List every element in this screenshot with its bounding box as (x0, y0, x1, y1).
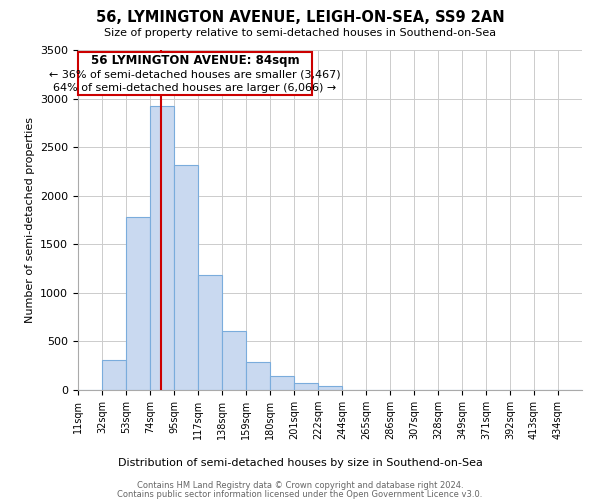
Bar (126, 217, 150, 390)
Text: 56 LYMINGTON AVENUE: 84sqm: 56 LYMINGTON AVENUE: 84sqm (91, 54, 299, 67)
Text: Contains public sector information licensed under the Open Government Licence v3: Contains public sector information licen… (118, 490, 482, 499)
Bar (294, 383, 318, 390)
Text: Distribution of semi-detached houses by size in Southend-on-Sea: Distribution of semi-detached houses by … (118, 458, 482, 468)
Bar (150, 106, 174, 390)
Text: Size of property relative to semi-detached houses in Southend-on-Sea: Size of property relative to semi-detach… (104, 28, 496, 38)
Bar (222, 330, 246, 390)
Bar (270, 376, 294, 390)
Bar (246, 362, 270, 390)
Bar (102, 360, 126, 390)
Bar (174, 164, 198, 390)
Text: Contains HM Land Registry data © Crown copyright and database right 2024.: Contains HM Land Registry data © Crown c… (137, 481, 463, 490)
Text: 56, LYMINGTON AVENUE, LEIGH-ON-SEA, SS9 2AN: 56, LYMINGTON AVENUE, LEIGH-ON-SEA, SS9 … (95, 10, 505, 25)
Y-axis label: Number of semi-detached properties: Number of semi-detached properties (25, 117, 35, 323)
Bar (198, 276, 222, 390)
Text: 64% of semi-detached houses are larger (6,066) →: 64% of semi-detached houses are larger (… (53, 83, 337, 93)
FancyBboxPatch shape (78, 52, 312, 94)
Text: ← 36% of semi-detached houses are smaller (3,467): ← 36% of semi-detached houses are smalle… (49, 70, 341, 80)
Bar (318, 386, 342, 390)
